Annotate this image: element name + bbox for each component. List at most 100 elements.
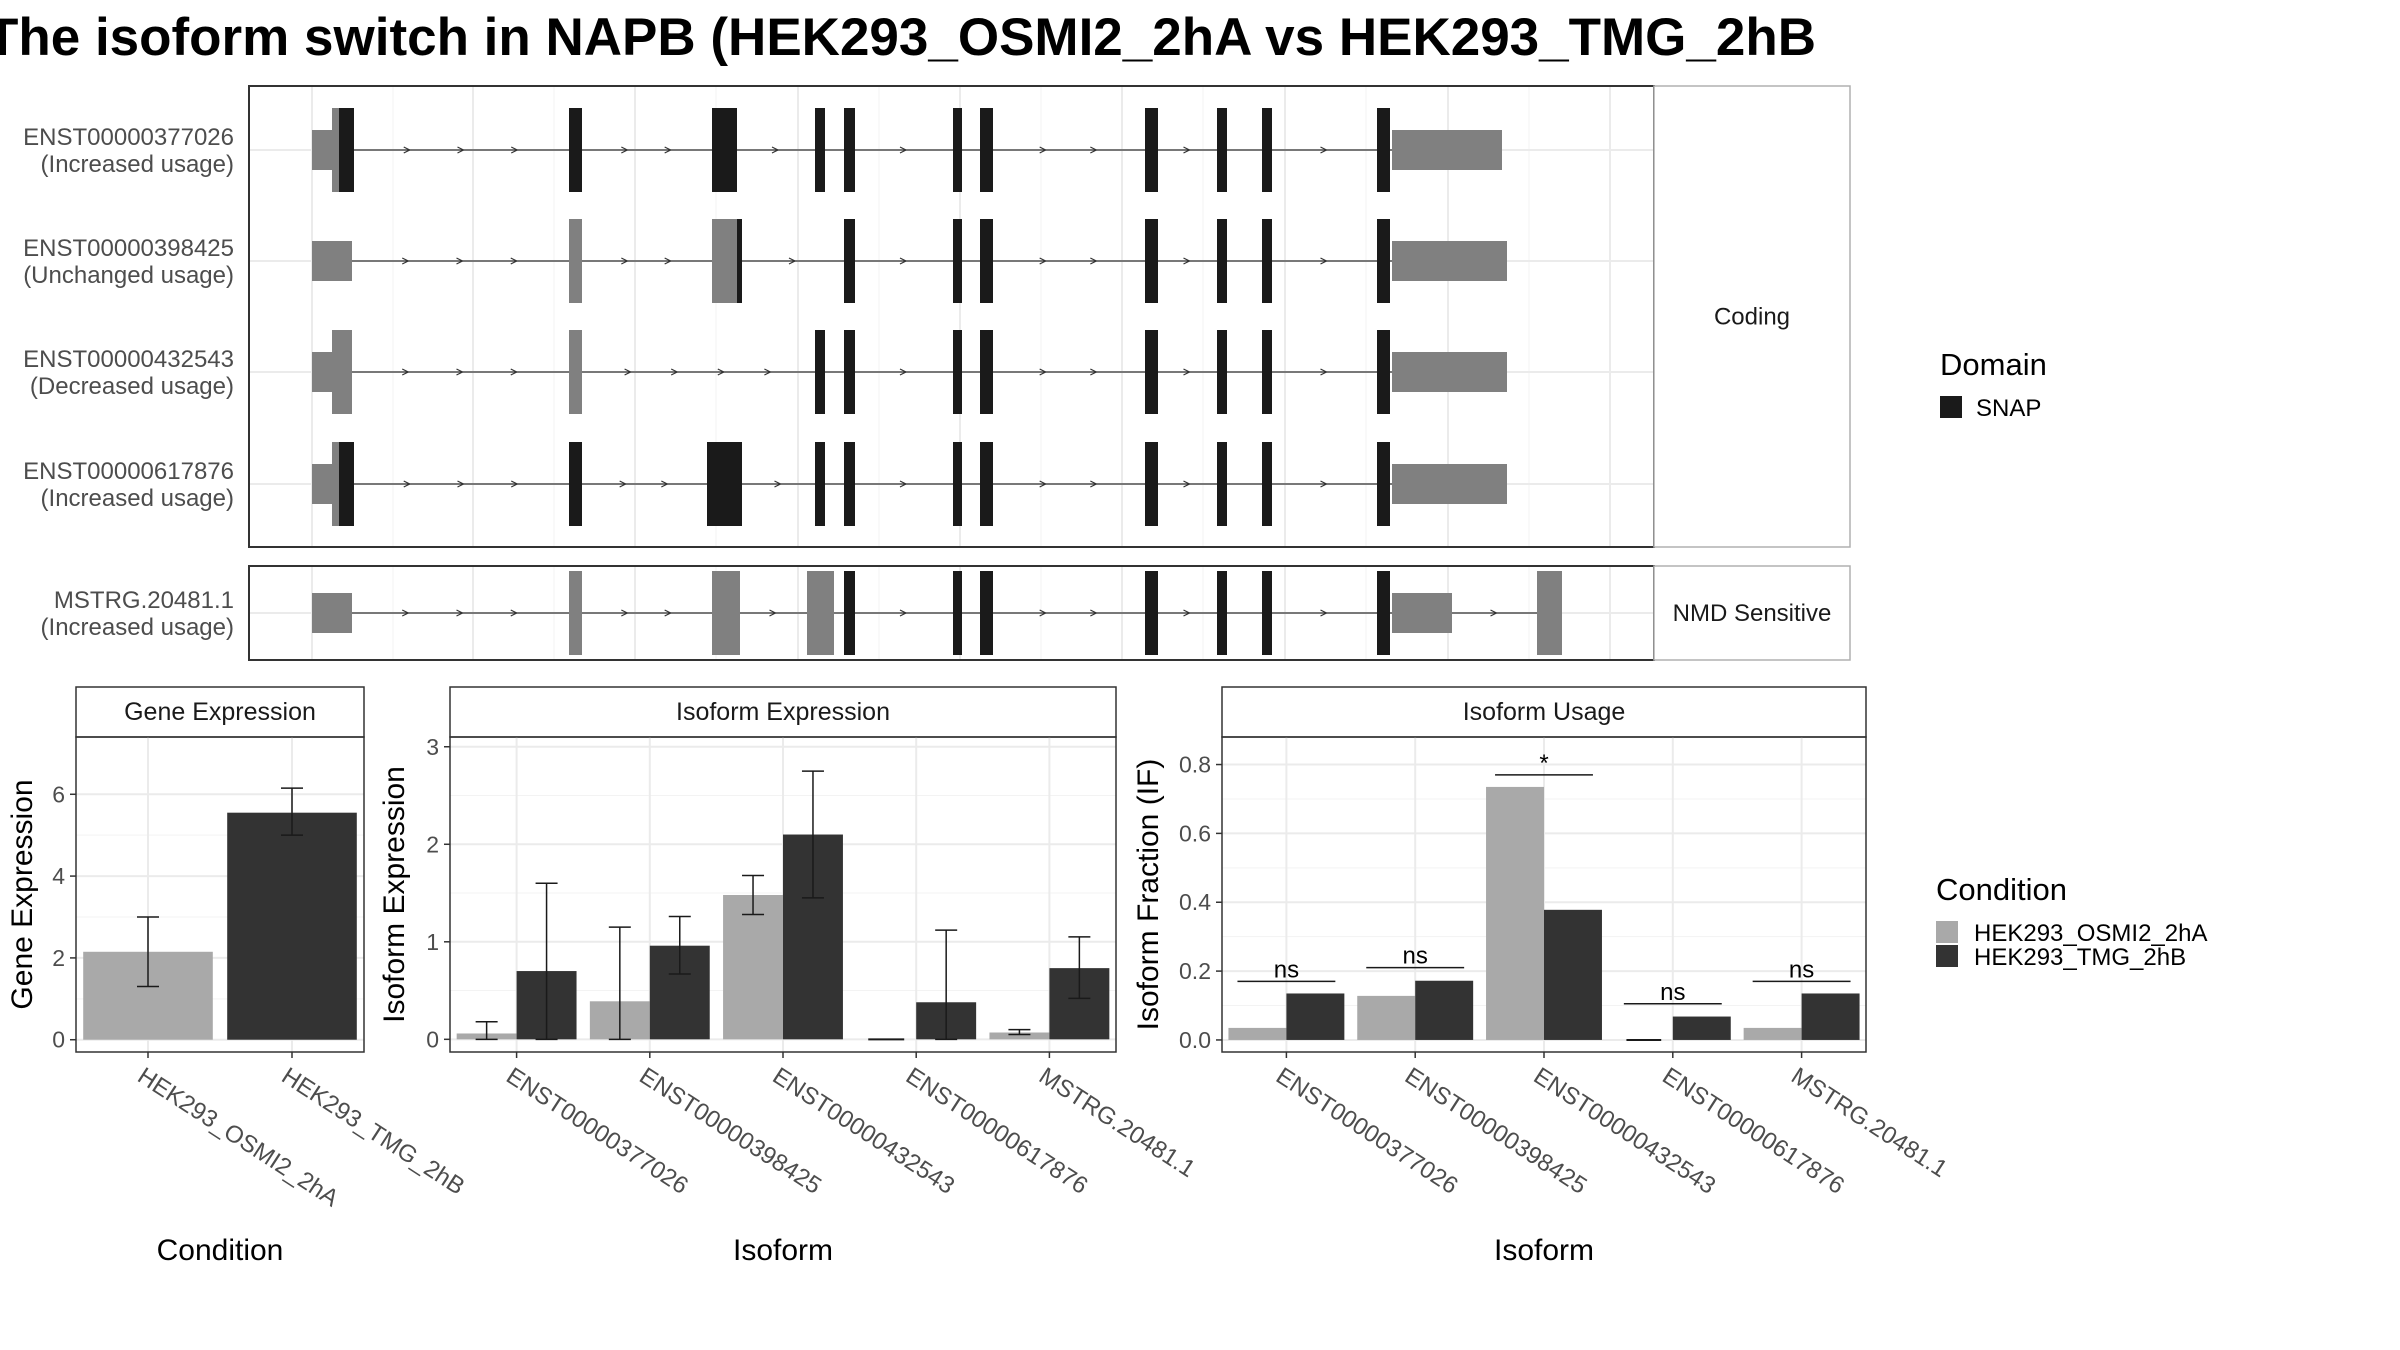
y-axis-label: Gene Expression [6, 779, 39, 1009]
domain-exon [1262, 571, 1272, 655]
domain-exon [980, 442, 993, 526]
intron-arrow [510, 480, 519, 488]
facet-strip-label: Coding [1714, 304, 1790, 331]
transcript-id-label: ENST00000432543 [23, 346, 234, 373]
intron-arrow [1090, 368, 1098, 376]
noncoding-exon [725, 219, 737, 303]
transcript-usage-label: (Increased usage) [41, 485, 234, 512]
intron-arrow [624, 368, 632, 376]
transcript-id-label: MSTRG.20481.1 [54, 587, 234, 614]
domain-exon [712, 108, 737, 192]
noncoding-exon [569, 330, 582, 414]
domain-exon [1377, 442, 1390, 526]
significance-label: ns [1403, 943, 1428, 970]
y-tick-label: 6 [52, 781, 65, 807]
panel-title: Gene Expression [124, 698, 316, 726]
y-tick-label: 0.4 [1179, 889, 1211, 915]
domain-exon [844, 219, 855, 303]
intron-arrow [1320, 609, 1328, 617]
noncoding-exon [1537, 571, 1562, 655]
intron-arrow [457, 480, 465, 488]
noncoding-exon [1392, 464, 1507, 504]
domain-exon [953, 571, 962, 655]
domain-exon [1262, 108, 1272, 192]
bar-panel: Isoform UsagensENST00000377026nsENST0000… [1132, 686, 1952, 1267]
bar [1228, 1027, 1287, 1040]
noncoding-exon [1392, 130, 1502, 170]
intron-arrow [1039, 257, 1048, 265]
domain-exon [953, 219, 962, 303]
intron-arrow [619, 480, 628, 488]
y-axis-label: Isoform Expression [378, 766, 411, 1023]
noncoding-exon [332, 442, 339, 526]
intron-arrow [717, 368, 726, 376]
y-axis-label: Isoform Fraction (IF) [1132, 759, 1165, 1031]
domain-exon [1145, 442, 1158, 526]
intron-arrow [774, 480, 782, 488]
intron-arrow [1039, 609, 1048, 617]
bar [723, 894, 783, 1040]
domain-exon [1217, 108, 1227, 192]
domain-exon [707, 442, 742, 526]
noncoding-exon [1392, 241, 1507, 281]
intron-arrow [401, 257, 410, 265]
intron-arrow [899, 368, 908, 376]
intron-arrow [1320, 368, 1328, 376]
y-tick-label: 3 [426, 734, 439, 760]
domain-exon [844, 571, 855, 655]
transcript-track [312, 330, 1507, 414]
intron-arrow [670, 368, 679, 376]
intron-arrow [1183, 257, 1191, 265]
intron-arrow [621, 257, 629, 265]
bar [1801, 993, 1860, 1040]
domain-exon [1377, 571, 1390, 655]
domain-exon [569, 108, 582, 192]
transcript-usage-label: (Increased usage) [41, 614, 234, 641]
intron-arrow [1183, 368, 1191, 376]
intron-arrow [899, 146, 908, 154]
domain-exon [339, 442, 354, 526]
domain-exon [569, 442, 582, 526]
domain-exon [339, 108, 354, 192]
intron-arrow [510, 368, 519, 376]
y-tick-label: 0.6 [1179, 820, 1211, 846]
intron-arrow [664, 146, 673, 154]
y-tick-label: 4 [52, 863, 65, 889]
domain-exon [953, 330, 962, 414]
noncoding-exon [1392, 593, 1452, 633]
facet-strip [1653, 85, 1851, 548]
intron-arrow [621, 609, 629, 617]
panel-border [1221, 736, 1867, 1053]
intron-arrow [1090, 480, 1098, 488]
significance-label: * [1539, 750, 1548, 777]
intron-arrow [401, 609, 410, 617]
bar [1357, 995, 1416, 1040]
panel-title-strip [1221, 686, 1867, 738]
bar [989, 1032, 1050, 1040]
noncoding-exon [332, 108, 339, 192]
noncoding-exon [332, 330, 352, 414]
domain-exon [1217, 442, 1227, 526]
noncoding-exon [712, 571, 740, 655]
bar [1486, 786, 1544, 1040]
intron-arrow [401, 368, 410, 376]
intron-arrow [899, 257, 908, 265]
facet-strip-label: NMD Sensitive [1673, 600, 1832, 627]
intron-arrow [1090, 609, 1098, 617]
transcript-track [312, 219, 1507, 303]
y-tick-label: 0.0 [1179, 1027, 1211, 1053]
intron-arrow [899, 609, 908, 617]
panel-border [75, 736, 365, 1053]
intron-arrow [788, 257, 797, 265]
intron-arrow [1039, 368, 1048, 376]
domain-exon [1377, 330, 1390, 414]
domain-exon [980, 571, 993, 655]
intron-arrow [456, 609, 464, 617]
transcript-track [312, 442, 1507, 526]
domain-exon [844, 330, 855, 414]
y-tick-label: 0.2 [1179, 958, 1211, 984]
noncoding-exon [1392, 352, 1507, 392]
domain-exon [815, 108, 825, 192]
intron-arrow [664, 609, 673, 617]
